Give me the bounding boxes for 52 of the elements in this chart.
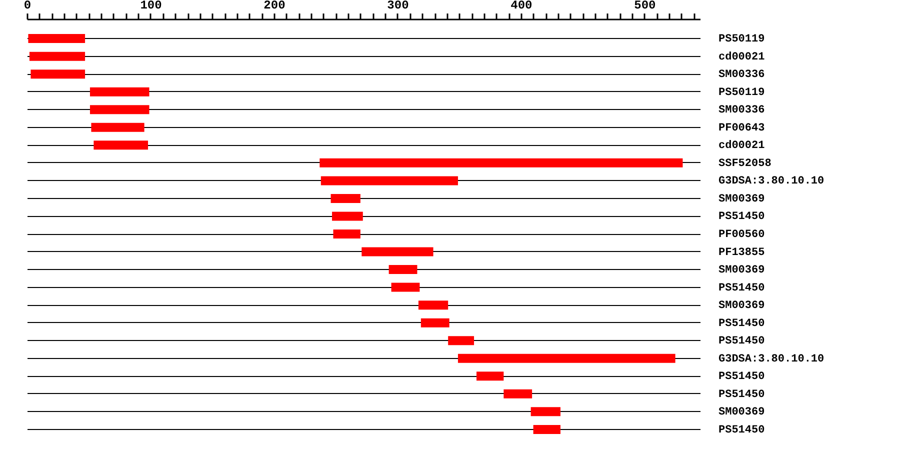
bar bbox=[362, 247, 434, 256]
bar bbox=[504, 389, 532, 398]
y-tick-label: PS51450 bbox=[718, 424, 765, 436]
bar bbox=[533, 424, 560, 434]
y-tick-label: cd00021 bbox=[718, 140, 766, 152]
y-tick-label: PS51450 bbox=[718, 211, 765, 224]
y-tick-label: PF13855 bbox=[718, 246, 766, 259]
bar bbox=[330, 194, 360, 203]
bar bbox=[448, 336, 474, 346]
y-tick-label: PS51450 bbox=[718, 336, 765, 348]
bar bbox=[476, 372, 504, 381]
y-tick-label: PF00643 bbox=[718, 122, 766, 134]
bar bbox=[391, 282, 420, 292]
bar bbox=[320, 158, 683, 168]
bar bbox=[91, 122, 144, 132]
y-tick-label: PF00560 bbox=[718, 229, 765, 241]
y-tick-label: G3DSA:3.80.10.10 bbox=[718, 176, 824, 188]
y-tick-label: SSF52058 bbox=[718, 158, 772, 170]
bar bbox=[320, 176, 458, 186]
y-tick-label: SM00369 bbox=[718, 193, 765, 206]
y-tick-label: SM00369 bbox=[718, 406, 765, 419]
x-tick-label: 300 bbox=[387, 0, 409, 12]
bar bbox=[94, 140, 148, 150]
x-tick-label: 400 bbox=[510, 0, 532, 12]
y-tick-label: cd00021 bbox=[718, 51, 766, 64]
bar bbox=[530, 407, 560, 416]
bar bbox=[333, 230, 360, 238]
y-tick-label: SM00336 bbox=[718, 69, 765, 82]
y-tick-label: SM00336 bbox=[718, 104, 765, 117]
bar bbox=[30, 70, 86, 79]
bar bbox=[420, 318, 450, 328]
x-tick-label: 0 bbox=[24, 0, 32, 12]
y-tick-label: PS51450 bbox=[718, 318, 765, 330]
bar bbox=[29, 52, 86, 61]
bar bbox=[458, 354, 676, 363]
bar bbox=[332, 212, 363, 221]
y-tick-label: G3DSA:3.80.10.10 bbox=[718, 353, 824, 366]
y-tick-label: SM00369 bbox=[718, 300, 765, 312]
x-tick-label: 500 bbox=[634, 0, 656, 12]
x-tick-label: 100 bbox=[140, 0, 162, 12]
y-tick-label: PS50119 bbox=[718, 86, 765, 99]
x-tick-label: 200 bbox=[264, 0, 286, 12]
y-tick-label: PS51450 bbox=[718, 388, 765, 401]
y-tick-label: PS50119 bbox=[718, 34, 765, 46]
bar bbox=[388, 265, 418, 274]
bar bbox=[418, 300, 448, 310]
y-tick-label: SM00369 bbox=[718, 264, 765, 277]
bar bbox=[90, 87, 150, 96]
bar bbox=[28, 34, 86, 44]
y-tick-label: PS51450 bbox=[718, 282, 765, 294]
y-tick-label: PS51450 bbox=[718, 371, 765, 384]
bar bbox=[90, 105, 150, 114]
